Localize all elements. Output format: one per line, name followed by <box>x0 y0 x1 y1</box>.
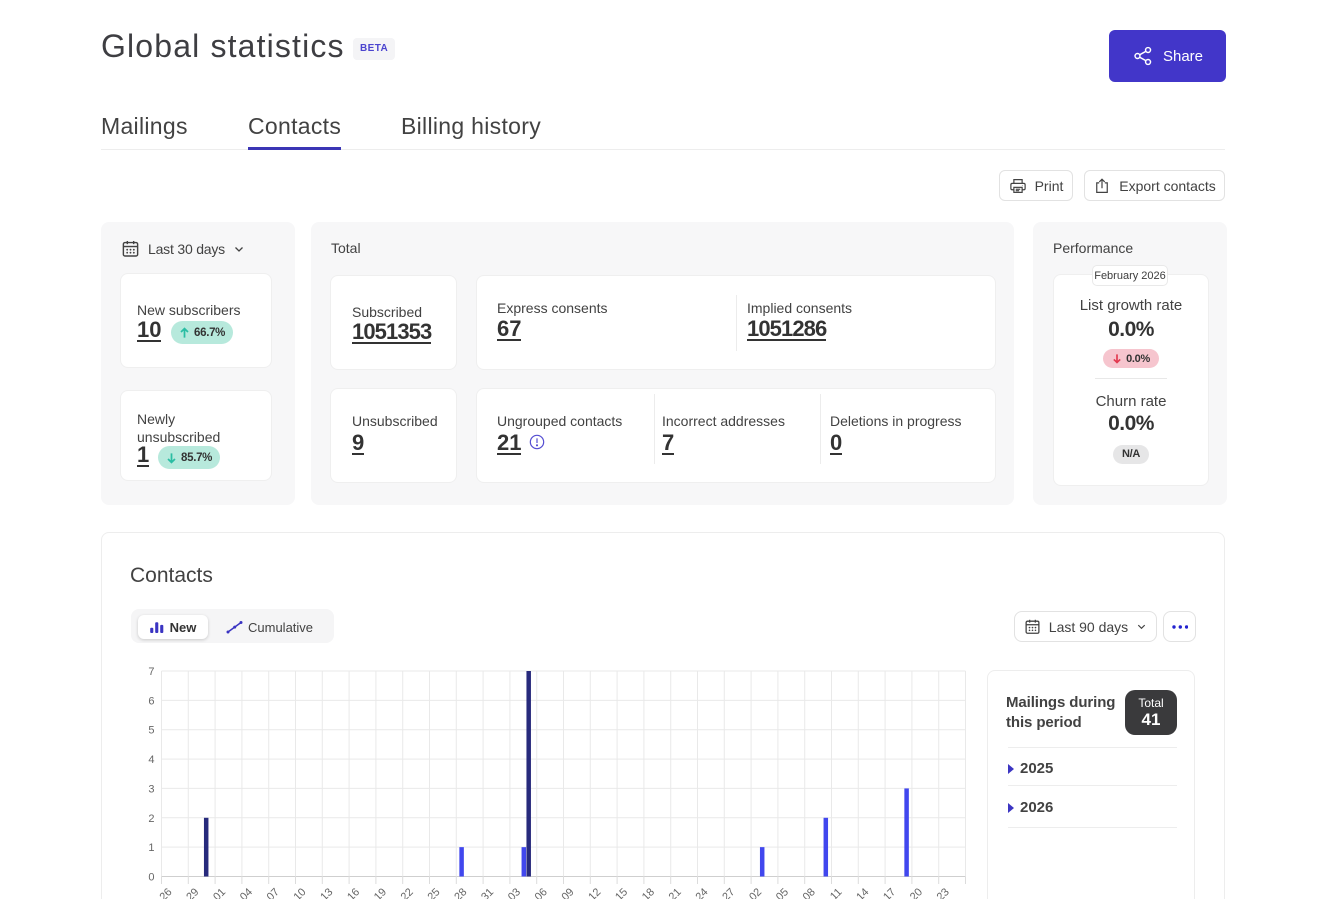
svg-text:14: 14 <box>854 886 871 899</box>
svg-text:16: 16 <box>345 886 362 899</box>
svg-text:05: 05 <box>774 886 791 899</box>
svg-text:20: 20 <box>908 886 925 899</box>
svg-text:1: 1 <box>148 842 154 854</box>
svg-text:17: 17 <box>881 886 898 899</box>
svg-text:07: 07 <box>265 886 282 899</box>
svg-text:10: 10 <box>291 886 308 899</box>
svg-text:31: 31 <box>479 886 496 899</box>
svg-text:5: 5 <box>148 725 154 737</box>
svg-text:15: 15 <box>613 886 630 899</box>
svg-text:26: 26 <box>157 886 174 899</box>
svg-text:25: 25 <box>425 886 442 899</box>
svg-text:13: 13 <box>318 886 335 899</box>
svg-text:02: 02 <box>747 886 764 899</box>
svg-text:24: 24 <box>693 886 710 899</box>
svg-text:4: 4 <box>148 754 154 766</box>
svg-text:3: 3 <box>148 783 154 795</box>
svg-text:12: 12 <box>586 886 603 899</box>
svg-text:21: 21 <box>667 886 684 899</box>
svg-text:18: 18 <box>640 886 657 899</box>
svg-text:0: 0 <box>148 872 154 884</box>
svg-text:6: 6 <box>148 695 154 707</box>
svg-text:22: 22 <box>399 886 416 899</box>
svg-text:06: 06 <box>533 886 550 899</box>
svg-text:7: 7 <box>148 666 154 678</box>
svg-text:28: 28 <box>452 886 469 899</box>
svg-text:27: 27 <box>720 886 737 899</box>
svg-text:04: 04 <box>238 886 255 899</box>
svg-text:2: 2 <box>148 813 154 825</box>
svg-text:09: 09 <box>559 886 576 899</box>
svg-text:11: 11 <box>828 886 845 899</box>
svg-text:03: 03 <box>506 886 523 899</box>
svg-text:08: 08 <box>801 886 818 899</box>
svg-text:29: 29 <box>184 886 201 899</box>
svg-text:01: 01 <box>211 886 228 899</box>
svg-text:19: 19 <box>372 886 389 899</box>
svg-text:23: 23 <box>935 886 952 899</box>
